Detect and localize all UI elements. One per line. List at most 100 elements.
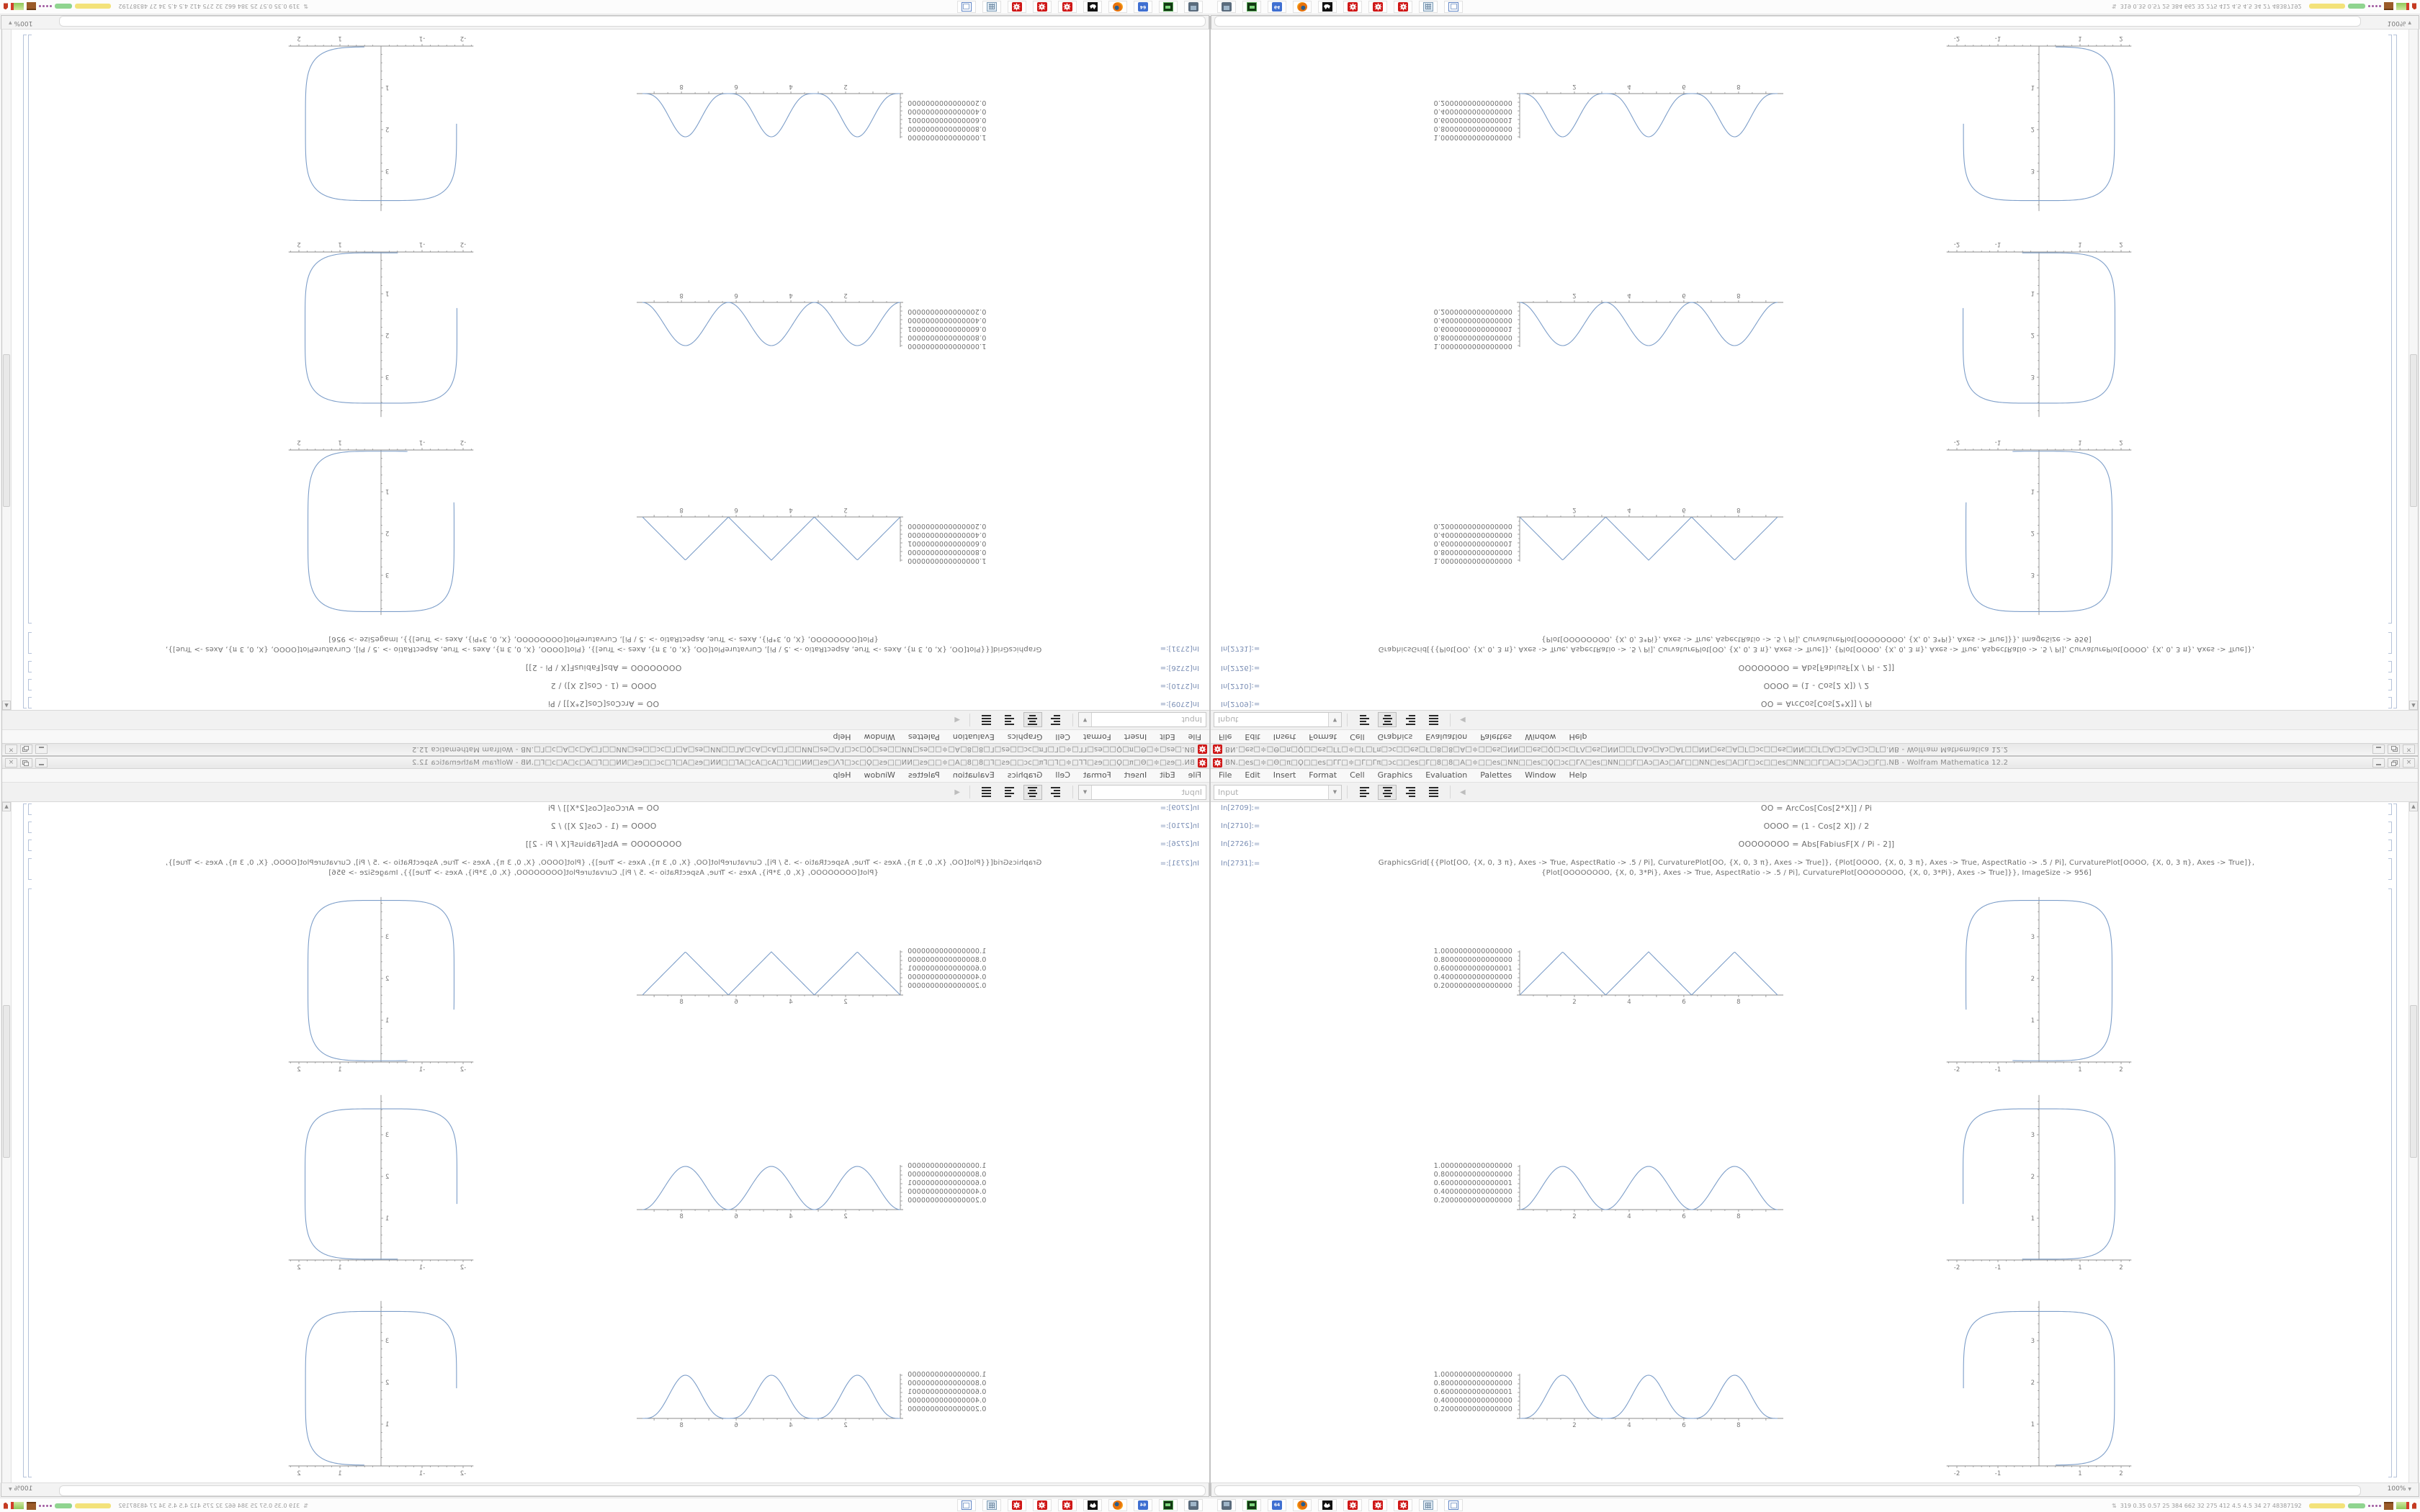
menu-edit[interactable]: Edit xyxy=(1245,732,1260,742)
taskbar-firefox-icon[interactable] xyxy=(1293,1,1312,13)
magnification-arrow-icon[interactable]: ▼ xyxy=(2408,20,2411,26)
magnification-arrow-icon[interactable]: ▼ xyxy=(2408,1486,2411,1492)
scroll-up-arrow[interactable]: ▲ xyxy=(2,802,11,811)
notebook-content[interactable]: In[2709]:= In[2710]:= In[2726]:= In[2731… xyxy=(11,802,1209,1482)
input-code-2709[interactable]: OO = ArcCos[Cos[2*X]] / Pi xyxy=(547,804,660,813)
magnification-control[interactable]: 100% ▼ xyxy=(9,1485,32,1493)
horizontal-scrollbar[interactable]: 100% ▼ xyxy=(1,1482,1209,1497)
taskbar-mathematica-1-icon[interactable] xyxy=(1058,1,1077,13)
taskbar-disk-utility-icon[interactable] xyxy=(1242,1,1261,13)
vertical-scrollbar[interactable]: ▲ xyxy=(2,30,12,710)
justify-button[interactable] xyxy=(977,785,996,800)
cell-bracket-output[interactable] xyxy=(28,888,32,1477)
taskbar-calculator-icon[interactable] xyxy=(1419,1499,1438,1511)
vertical-scrollbar[interactable]: ▲ xyxy=(2408,30,2418,710)
cell-bracket-in2731[interactable] xyxy=(28,858,32,880)
cell-bracket-in2726[interactable] xyxy=(28,661,32,672)
cell-group-bracket[interactable] xyxy=(23,804,27,1477)
hscroll-trough[interactable] xyxy=(59,1485,1206,1496)
menu-cell[interactable]: Cell xyxy=(1350,770,1365,780)
cell-group-bracket[interactable] xyxy=(23,35,27,708)
cell-bracket-in2726[interactable] xyxy=(2388,661,2392,672)
magnification-control[interactable]: 100% ▼ xyxy=(2388,1485,2411,1493)
input-code-2726[interactable]: OOOOOOOO = Abs[FabiusF[X / Pi - 2]] xyxy=(525,840,682,849)
cell-style-dropdown[interactable]: Input ▼ xyxy=(1214,784,1342,800)
scroll-up-arrow[interactable]: ▲ xyxy=(2,701,11,710)
vertical-scrollbar[interactable]: ▲ xyxy=(2,802,12,1482)
menu-edit[interactable]: Edit xyxy=(1245,770,1260,780)
cell-bracket-in2710[interactable] xyxy=(28,679,32,690)
taskbar-mathematica-2-icon[interactable] xyxy=(1033,1499,1052,1511)
taskbar-gimp-icon[interactable] xyxy=(1318,1,1337,13)
menu-palettes[interactable]: Palettes xyxy=(908,732,940,742)
cell-bracket-in2731[interactable] xyxy=(2388,632,2392,654)
align-center-button[interactable] xyxy=(1378,712,1397,728)
dropdown-arrow-icon[interactable]: ▼ xyxy=(1079,785,1092,799)
menu-graphics[interactable]: Graphics xyxy=(1007,732,1043,742)
back-arrow-icon[interactable]: ◀ xyxy=(1460,716,1466,724)
menu-evaluation[interactable]: Evaluation xyxy=(1425,732,1468,742)
menu-format[interactable]: Format xyxy=(1083,770,1111,780)
cell-bracket-in2726[interactable] xyxy=(28,840,32,851)
input-code-2726[interactable]: OOOOOOOO = Abs[FabiusF[X / Pi - 2]] xyxy=(1738,663,1895,672)
menu-palettes[interactable]: Palettes xyxy=(1480,732,1512,742)
cell-style-dropdown[interactable]: Input ▼ xyxy=(1214,712,1342,728)
cell-bracket-in2731[interactable] xyxy=(28,632,32,654)
menu-palettes[interactable]: Palettes xyxy=(908,770,940,780)
menu-insert[interactable]: Insert xyxy=(1273,732,1296,742)
menu-insert[interactable]: Insert xyxy=(1273,770,1296,780)
hscroll-trough[interactable] xyxy=(59,16,1206,27)
align-right-button[interactable] xyxy=(1000,785,1019,800)
input-code-2731-line2[interactable]: {Plot[OOOOOOOO, {X, 0, 3*Pi}, Axes -> Tr… xyxy=(328,635,879,643)
input-code-2731-line1[interactable]: GraphicsGrid[{{Plot[OO, {X, 0, 3 π}, Axe… xyxy=(1378,645,2255,653)
menu-window[interactable]: Window xyxy=(1525,732,1556,742)
menu-cell[interactable]: Cell xyxy=(1055,770,1070,780)
close-button[interactable]: × xyxy=(5,744,17,755)
taskbar-mathematica-2-icon[interactable] xyxy=(1368,1499,1387,1511)
align-left-button[interactable] xyxy=(1047,713,1065,728)
justify-button[interactable] xyxy=(1424,713,1443,728)
menu-window[interactable]: Window xyxy=(864,770,895,780)
vertical-scrollbar[interactable]: ▲ xyxy=(2408,802,2418,1482)
taskbar-mathematica-1-icon[interactable] xyxy=(1343,1,1362,13)
menu-window[interactable]: Window xyxy=(1525,770,1556,780)
justify-button[interactable] xyxy=(1424,785,1443,800)
menu-insert[interactable]: Insert xyxy=(1124,770,1147,780)
menu-cell[interactable]: Cell xyxy=(1055,732,1070,742)
taskbar-disk-utility-icon[interactable] xyxy=(1159,1499,1178,1511)
cell-bracket-in2731[interactable] xyxy=(2388,858,2392,880)
system-monitor-meters[interactable] xyxy=(2309,1500,2416,1511)
cell-bracket-in2709[interactable] xyxy=(28,804,32,815)
taskbar-show-desktop-icon[interactable] xyxy=(1444,1499,1463,1511)
menu-evaluation[interactable]: Evaluation xyxy=(952,732,995,742)
cell-style-dropdown[interactable]: Input ▼ xyxy=(1078,712,1206,728)
taskbar-mathematica-3-icon[interactable] xyxy=(1394,1,1412,13)
menu-help[interactable]: Help xyxy=(833,732,851,742)
system-monitor-meters[interactable] xyxy=(2309,1,2416,12)
system-monitor-meters[interactable] xyxy=(4,1500,111,1511)
menu-format[interactable]: Format xyxy=(1309,732,1337,742)
menu-evaluation[interactable]: Evaluation xyxy=(952,770,995,780)
taskbar-mathematica-1-icon[interactable] xyxy=(1058,1499,1077,1511)
cell-bracket-in2709[interactable] xyxy=(2388,697,2392,708)
menu-evaluation[interactable]: Evaluation xyxy=(1425,770,1468,780)
restore-button[interactable] xyxy=(2388,757,2400,768)
cell-bracket-in2710[interactable] xyxy=(2388,822,2392,833)
magnification-arrow-icon[interactable]: ▼ xyxy=(9,20,12,26)
cell-bracket-in2709[interactable] xyxy=(28,697,32,708)
menu-file[interactable]: File xyxy=(1188,732,1201,742)
taskbar-firefox-icon[interactable] xyxy=(1108,1499,1127,1511)
window-titlebar[interactable]: ΒΝ.□es□≑□Θ□π□Ϙ□□es□ΓΓ□≑□Γ□Γπ□ɔc□□es□Γ□8□… xyxy=(1211,743,2418,755)
input-code-2710[interactable]: OOOO = (1 - Cos[2 X]) / 2 xyxy=(550,681,657,690)
system-monitor-meters[interactable] xyxy=(4,1,111,12)
dropdown-arrow-icon[interactable]: ▼ xyxy=(1079,713,1092,727)
scrollbar-thumb[interactable] xyxy=(3,1005,10,1158)
dropdown-arrow-icon[interactable]: ▼ xyxy=(1328,785,1341,799)
back-arrow-icon[interactable]: ◀ xyxy=(1460,788,1466,796)
menu-format[interactable]: Format xyxy=(1083,732,1111,742)
cell-bracket-output[interactable] xyxy=(28,35,32,624)
taskbar-c64-emulator-icon[interactable]: 64 xyxy=(1134,1499,1152,1511)
notebook-content[interactable]: In[2709]:= In[2710]:= In[2726]:= In[2731… xyxy=(1211,30,2409,710)
taskbar-firefox-icon[interactable] xyxy=(1293,1499,1312,1511)
menu-format[interactable]: Format xyxy=(1309,770,1337,780)
